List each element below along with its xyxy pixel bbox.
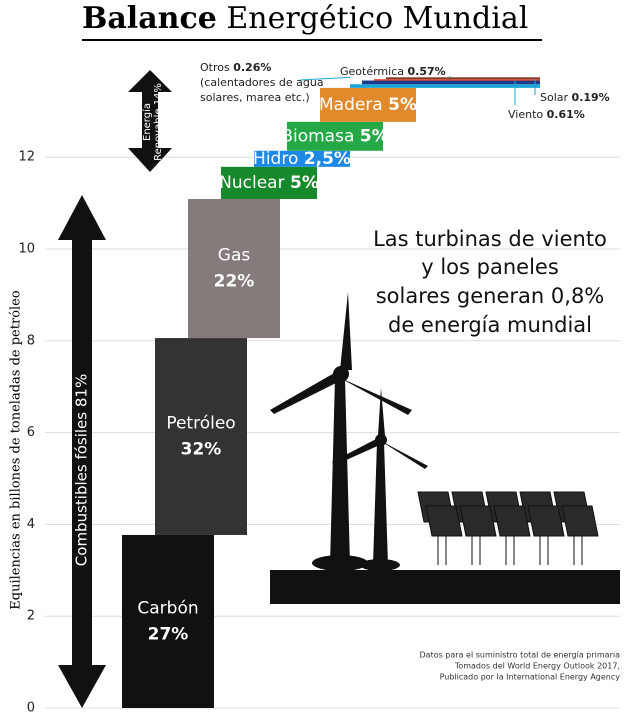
segment-share: 0.19% — [572, 91, 610, 104]
solar-panel — [561, 505, 599, 537]
segment-name: Biomasa — [281, 126, 354, 146]
y-tick-label: 6 — [27, 425, 35, 440]
source: Publicado por la International Energy Ag… — [440, 673, 621, 682]
segment-share: 0.26% — [233, 61, 271, 74]
segment — [287, 121, 383, 151]
renewable-arrow — [128, 70, 172, 172]
small-label: Solar 0.19% — [540, 91, 610, 104]
segment-share: 5% — [290, 173, 319, 193]
segment-label: Madera 5% — [319, 95, 417, 115]
title-bold: Balance — [82, 1, 217, 36]
source: Datos para el suministro total de energí… — [420, 651, 621, 660]
segment-name: Solar — [540, 91, 569, 104]
others-note: (calentadores de agua — [200, 76, 324, 89]
fossil-label: Combustibles fósiles 81% — [73, 374, 91, 566]
solar-panel — [493, 505, 531, 537]
annotation: de energía mundial — [388, 313, 592, 337]
title-rest: Energético Mundial — [226, 1, 528, 36]
segment — [386, 77, 540, 80]
segment-share: 22% — [214, 272, 255, 292]
segment-share: 5% — [388, 95, 417, 115]
annotation: Las turbinas de viento — [373, 227, 607, 251]
segment — [221, 166, 317, 199]
segment-name: Hidro — [253, 149, 298, 169]
y-tick-label: 0 — [27, 701, 35, 716]
solar-panel — [527, 505, 565, 537]
fossil-arrow — [58, 195, 106, 708]
segment-share: 5% — [360, 126, 389, 146]
y-tick-label: 4 — [27, 517, 35, 532]
segment — [350, 84, 540, 88]
source: Tomados del World Energy Outlook 2017, — [454, 662, 620, 671]
y-tick-label: 2 — [27, 609, 35, 624]
segment-name: Nuclear — [219, 173, 284, 193]
annotation: y los paneles — [421, 255, 559, 279]
solar-panels — [417, 491, 599, 565]
segment-label: Biomasa 5% — [281, 126, 388, 146]
solar-panel — [459, 505, 497, 537]
segment-name: Madera — [319, 95, 383, 115]
small-label: Otros 0.26% — [200, 61, 271, 74]
leader-line — [299, 76, 351, 81]
segment-name: Geotérmica — [340, 65, 404, 78]
segment-share: 0.61% — [547, 108, 585, 121]
segment-label: Hidro 2,5% — [253, 149, 351, 169]
segment — [374, 79, 540, 81]
segment-share: 32% — [181, 440, 222, 460]
small-label: Viento 0.61% — [508, 108, 585, 121]
segment-name: Otros — [200, 61, 230, 74]
chart-title: Balance Energético Mundial — [82, 1, 528, 36]
segment — [155, 338, 247, 535]
segment-label: Nuclear 5% — [219, 173, 319, 193]
segment-name: Petróleo — [166, 414, 235, 434]
renewable-label: Energía — [141, 103, 153, 141]
segment — [188, 198, 280, 339]
y-axis-label: Equilencias en billones de toneladas de … — [9, 290, 24, 610]
small-label: Geotérmica 0.57% — [340, 65, 446, 78]
segment-share: 2,5% — [304, 149, 351, 169]
solar-panel — [425, 505, 463, 537]
others-note: solares, marea etc.) — [200, 91, 310, 104]
illustration — [270, 292, 620, 604]
segment-share: 27% — [148, 624, 189, 644]
y-tick-label: 10 — [18, 242, 35, 257]
segment — [254, 150, 350, 167]
segment-name: Gas — [218, 246, 251, 266]
segment-name: Viento — [508, 108, 543, 121]
segment-name: Carbón — [137, 598, 198, 618]
segment — [122, 534, 214, 708]
segment-share: 0.57% — [408, 65, 446, 78]
y-tick-label: 8 — [27, 333, 35, 348]
segment — [320, 87, 416, 122]
segment — [362, 80, 540, 85]
annotation: solares generan 0,8% — [376, 284, 605, 308]
renewable-label: Renovable 14% — [153, 83, 164, 161]
y-tick-label: 12 — [18, 150, 35, 165]
